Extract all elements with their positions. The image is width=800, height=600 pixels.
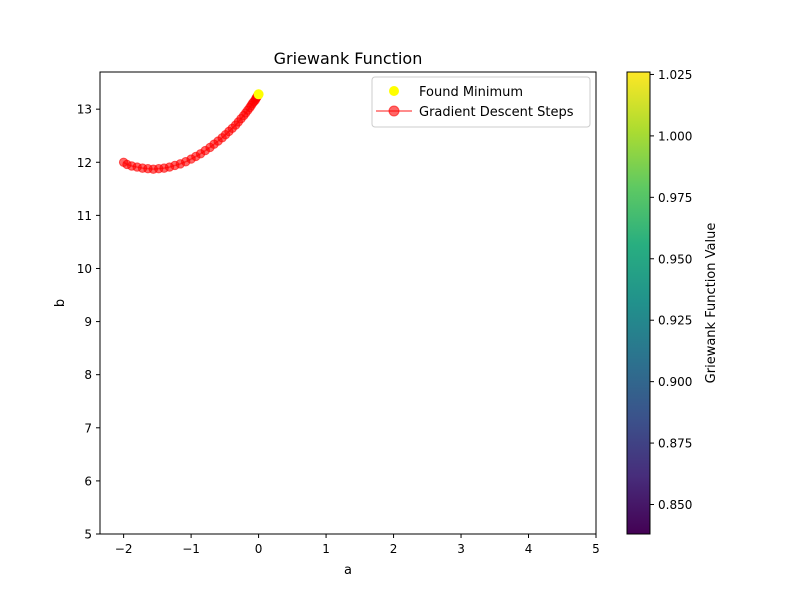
- y-tick-label: 9: [84, 315, 92, 329]
- y-axis-label: b: [53, 299, 68, 307]
- x-tick-label: −2: [115, 542, 133, 556]
- x-tick-label: 0: [255, 542, 263, 556]
- legend-gradient-steps-marker: [388, 105, 400, 117]
- colorbar-label: Griewank Function Value: [704, 223, 719, 384]
- colorbar-tick-label: 0.925: [658, 314, 692, 328]
- chart-title: Griewank Function: [274, 49, 423, 68]
- colorbar-gradient: [627, 72, 650, 534]
- colorbar-tick-label: 1.000: [658, 129, 692, 143]
- x-tick-label: 5: [592, 542, 600, 556]
- x-tick-label: 3: [457, 542, 465, 556]
- x-tick-label: −1: [182, 542, 200, 556]
- y-tick-label: 7: [84, 421, 92, 435]
- x-tick-label: 4: [525, 542, 533, 556]
- x-axis-label: a: [344, 563, 352, 578]
- legend-found-minimum-marker: [389, 86, 399, 96]
- colorbar: 0.850 0.875 0.900 0.925 0.950 0.975 1.000 1.025…: [626, 68, 719, 535]
- colorbar-tick-label: 0.900: [658, 375, 692, 389]
- y-tick-label: 12: [77, 156, 92, 170]
- legend-box: [371, 76, 591, 128]
- colorbar-tick-label: 1.025: [658, 68, 692, 82]
- y-tick-label: 8: [84, 368, 92, 382]
- x-tick-label: 2: [390, 542, 398, 556]
- y-tick-label: 6: [84, 474, 92, 488]
- colorbar-tick-label: 0.975: [658, 191, 692, 205]
- legend-found-minimum-label: Found Minimum: [419, 85, 523, 100]
- legend-gradient-steps-label: Gradient Descent Steps: [419, 105, 574, 120]
- colorbar-tick-label: 0.950: [658, 252, 692, 266]
- x-tick-label: 1: [322, 542, 330, 556]
- colorbar-tick-label: 0.850: [658, 498, 692, 512]
- legend: Found Minimum Gradient Descent Steps: [371, 76, 591, 128]
- y-tick-label: 10: [77, 262, 92, 276]
- found-minimum-point: [253, 89, 264, 100]
- y-tick-label: 13: [77, 103, 92, 117]
- colorbar-tick-label: 0.875: [658, 437, 692, 451]
- colorbar-frame: [626, 71, 651, 535]
- y-tick-label: 11: [77, 209, 92, 223]
- plot-frame: [99, 71, 597, 535]
- y-tick-label: 5: [84, 528, 92, 542]
